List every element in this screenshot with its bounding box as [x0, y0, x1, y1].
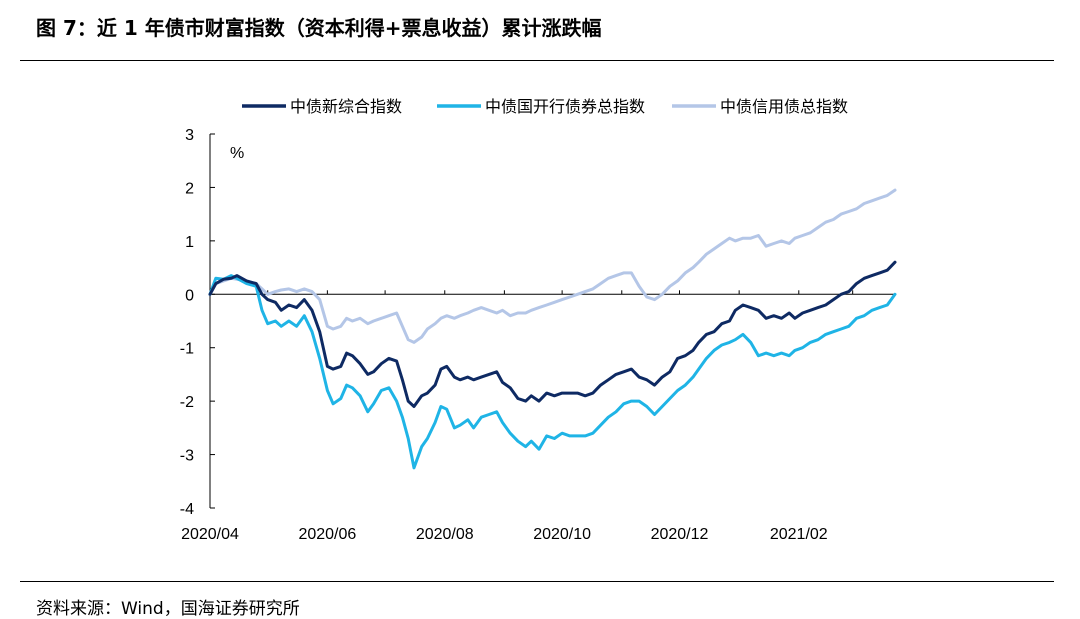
legend-label: 中债新综合指数 — [290, 97, 402, 116]
y-tick-label: 2 — [185, 180, 194, 197]
legend-item: 中债国开行债券总指数 — [437, 97, 645, 116]
y-tick-label: -4 — [180, 501, 194, 518]
y-tick-label: 1 — [185, 234, 194, 251]
legend-label: 中债信用债总指数 — [720, 97, 848, 116]
legend-item: 中债新综合指数 — [242, 97, 402, 116]
y-tick-label: 0 — [185, 287, 194, 304]
series-line-2 — [210, 190, 895, 342]
y-tick-label: -3 — [180, 448, 194, 465]
legend: 中债新综合指数 中债国开行债券总指数 中债信用债总指数 — [242, 97, 848, 116]
series-layer — [210, 190, 895, 468]
y-tick-label: 3 — [185, 127, 194, 144]
y-tick-label: -1 — [180, 341, 194, 358]
y-tick-label: -2 — [180, 394, 194, 411]
legend-item: 中债信用债总指数 — [672, 97, 848, 116]
x-tick-label: 2020/12 — [651, 526, 709, 543]
x-tick-label: 2020/08 — [416, 526, 474, 543]
unit-label: % — [230, 145, 244, 162]
x-tick-label: 2020/06 — [298, 526, 356, 543]
axes: 3 2 1 0 -1 -2 -3 -4 2020/04 2020/06 2020/08 2020/10… — [180, 127, 895, 543]
x-tick-label: 2020/10 — [533, 526, 591, 543]
legend-label: 中债国开行债券总指数 — [485, 97, 645, 116]
x-tick-label: 2020/04 — [181, 526, 239, 543]
x-tick-label: 2021/02 — [770, 526, 828, 543]
